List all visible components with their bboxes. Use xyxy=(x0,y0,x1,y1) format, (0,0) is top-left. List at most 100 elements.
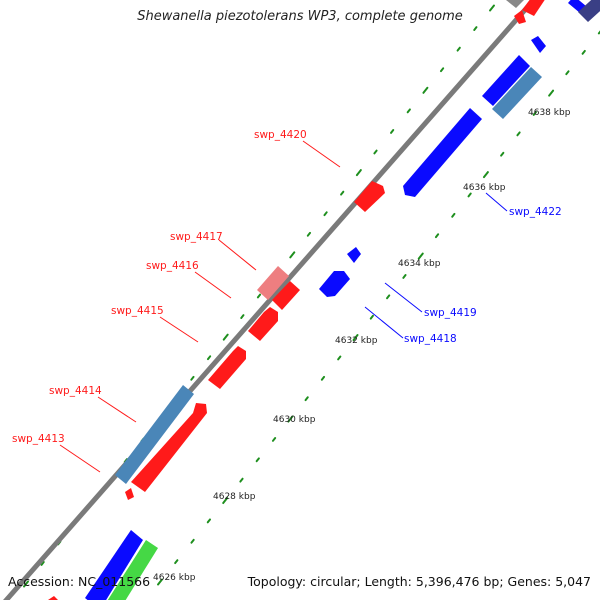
gene-swp_4416[interactable] xyxy=(248,307,278,341)
label-leader-lines xyxy=(59,140,508,473)
track-dot xyxy=(467,192,472,198)
track-dot xyxy=(581,49,586,55)
map-title: Shewanella piezotolerans WP3, complete g… xyxy=(137,9,463,24)
track-dot xyxy=(337,355,342,361)
track-dot xyxy=(500,151,505,157)
label-leader-line xyxy=(364,306,404,339)
track-dot xyxy=(190,375,195,381)
label-leader-line xyxy=(59,444,101,473)
gene-top-slate[interactable] xyxy=(578,0,600,22)
gene-label[interactable]: swp_4417 xyxy=(170,231,223,243)
track-dot xyxy=(206,518,212,524)
label-leader-line xyxy=(218,239,257,271)
gene-swp_4419[interactable] xyxy=(347,247,361,263)
gene-4438-region[interactable] xyxy=(482,55,530,106)
gene-swp_4413[interactable] xyxy=(131,403,207,492)
label-leader-line xyxy=(159,316,199,343)
track-dot xyxy=(320,375,326,381)
track-dot xyxy=(597,30,600,35)
track-dot xyxy=(240,314,245,319)
track-dot xyxy=(352,334,359,342)
gene-swp_4414[interactable] xyxy=(115,385,194,484)
track-dot xyxy=(206,355,212,361)
track-dot xyxy=(473,26,478,31)
track-dot xyxy=(239,477,244,483)
tick-label: 4628 kbp xyxy=(213,492,256,502)
track-dot xyxy=(255,457,260,463)
gene-swp_4416b[interactable] xyxy=(272,281,300,310)
track-dot xyxy=(256,293,262,299)
track-dot xyxy=(190,538,195,544)
gene-top-blue-small[interactable] xyxy=(531,36,546,53)
gene-top-red[interactable] xyxy=(522,0,546,16)
track-dot xyxy=(222,333,229,341)
track-dot xyxy=(548,89,555,97)
label-leader-line xyxy=(302,140,341,168)
gene-label[interactable]: swp_4420 xyxy=(254,129,307,141)
track-dot xyxy=(386,294,391,300)
gene-swp_4422[interactable] xyxy=(403,108,482,197)
track-dot xyxy=(355,169,362,177)
genome-backbone xyxy=(3,0,537,600)
gene-swp_4413-arrow[interactable] xyxy=(125,488,134,500)
gene-swp_4417[interactable] xyxy=(257,266,289,300)
track-dot xyxy=(289,251,296,259)
tick-labels: 4626 kbp 4628 kbp 4630 kbp 4632 kbp 4634 kbp… xyxy=(153,108,571,583)
tick-label: 4632 kbp xyxy=(335,336,378,346)
track-dot xyxy=(340,190,345,196)
track-dot xyxy=(304,396,309,402)
track-dot xyxy=(40,561,45,566)
gene-label[interactable]: swp_4419 xyxy=(424,307,477,319)
label-leader-line xyxy=(97,396,137,423)
tick-label: 4626 kbp xyxy=(153,573,196,583)
gene-swp_4420[interactable] xyxy=(354,181,385,212)
track-dot xyxy=(287,415,294,423)
track-dot xyxy=(174,559,179,565)
track-dot xyxy=(516,131,521,137)
tick-label: 4636 kbp xyxy=(463,183,506,193)
track-dot xyxy=(565,70,570,76)
label-leader-line xyxy=(485,192,508,212)
track-dot xyxy=(222,497,229,505)
gene-top-grey[interactable] xyxy=(506,0,524,8)
gene-4438-region-b[interactable] xyxy=(492,67,542,119)
tick-label: 4638 kbp xyxy=(528,108,571,118)
gene-bottom-green[interactable] xyxy=(104,540,158,600)
track-dot xyxy=(439,67,445,73)
gene-features xyxy=(48,0,600,600)
track-dot xyxy=(271,437,277,442)
label-leader-line xyxy=(194,271,232,299)
gene-labels: swp_4413 swp_4414 swp_4415 swp_4416 swp_4417… xyxy=(12,129,562,445)
track-dot xyxy=(406,108,411,114)
track-dot xyxy=(373,149,378,155)
tick-label: 4630 kbp xyxy=(273,415,316,425)
track-dot xyxy=(422,86,429,94)
gene-top-red-arrow[interactable] xyxy=(514,10,526,24)
track-dot xyxy=(402,274,407,279)
gene-swp_4418[interactable] xyxy=(319,271,350,297)
gene-label[interactable]: swp_4414 xyxy=(49,385,102,397)
gene-label[interactable]: swp_4418 xyxy=(404,333,457,345)
accession-text: Accession: NC_011566 xyxy=(8,574,151,589)
gene-swp_4415[interactable] xyxy=(208,346,246,389)
track-dot xyxy=(482,171,489,179)
track-dot xyxy=(306,231,312,237)
label-leader-line xyxy=(384,282,423,313)
track-dot xyxy=(369,314,374,320)
track-dot xyxy=(456,46,461,52)
gene-label[interactable]: swp_4422 xyxy=(509,206,562,218)
track-dot xyxy=(532,111,537,116)
gene-label[interactable]: swp_4416 xyxy=(146,260,199,272)
gene-bottom-blue[interactable] xyxy=(85,530,143,600)
gene-bottom-red[interactable] xyxy=(48,596,58,600)
track-dot xyxy=(390,129,395,134)
track-dot xyxy=(434,233,440,239)
genome-summary-text: Topology: circular; Length: 5,396,476 bp… xyxy=(247,574,591,589)
track-dot xyxy=(23,580,29,588)
track-dot xyxy=(489,4,495,12)
tick-label: 4634 kbp xyxy=(398,259,441,269)
gene-label[interactable]: swp_4413 xyxy=(12,433,65,445)
gene-label[interactable]: swp_4415 xyxy=(111,305,164,317)
track-dot xyxy=(451,212,456,218)
